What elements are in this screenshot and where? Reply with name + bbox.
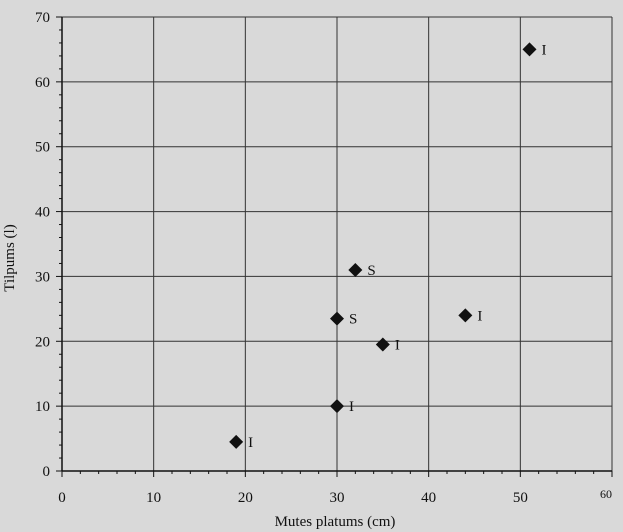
data-points: I I S S I I I [229, 42, 547, 451]
data-point-label: I [477, 308, 482, 324]
x-tick-label: 60 [600, 487, 612, 501]
data-point-marker [330, 399, 344, 414]
data-point-marker [229, 434, 244, 449]
data-point-marker [330, 311, 344, 326]
x-tick-label: 30 [330, 490, 345, 506]
grid [62, 16, 613, 471]
x-tick-label: 10 [146, 490, 161, 506]
y-axis-label: Tilpums (l) [2, 224, 18, 291]
data-point-marker [375, 337, 390, 352]
data-point-label: I [395, 338, 400, 354]
y-tick-label: 10 [35, 399, 50, 415]
y-tick-label: 50 [35, 140, 50, 156]
data-point-label: S [367, 263, 375, 279]
data-point-marker [522, 42, 537, 57]
x-tick-label: 20 [238, 490, 253, 506]
data-point-label: I [248, 435, 253, 451]
data-point-label: S [349, 312, 357, 328]
y-tick-label: 30 [35, 269, 50, 285]
y-tick-label: 60 [35, 75, 50, 91]
x-axis-label: Mutes platums (cm) [275, 514, 396, 530]
x-tick-label: 40 [421, 490, 436, 506]
data-point-label: I [349, 399, 354, 415]
tick-labels: 0 10 20 30 40 50 60 70 0 10 20 30 40 50 60 [35, 10, 612, 506]
axes [56, 16, 613, 477]
y-tick-label: 0 [43, 464, 51, 480]
y-tick-label: 40 [35, 205, 50, 221]
y-tick-label: 70 [35, 10, 50, 26]
data-point-marker [348, 262, 363, 277]
y-tick-label: 20 [35, 334, 50, 350]
x-tick-label: 50 [513, 490, 528, 506]
x-tick-label: 0 [58, 490, 66, 506]
data-point-marker [458, 308, 473, 323]
data-point-label: I [542, 42, 547, 58]
